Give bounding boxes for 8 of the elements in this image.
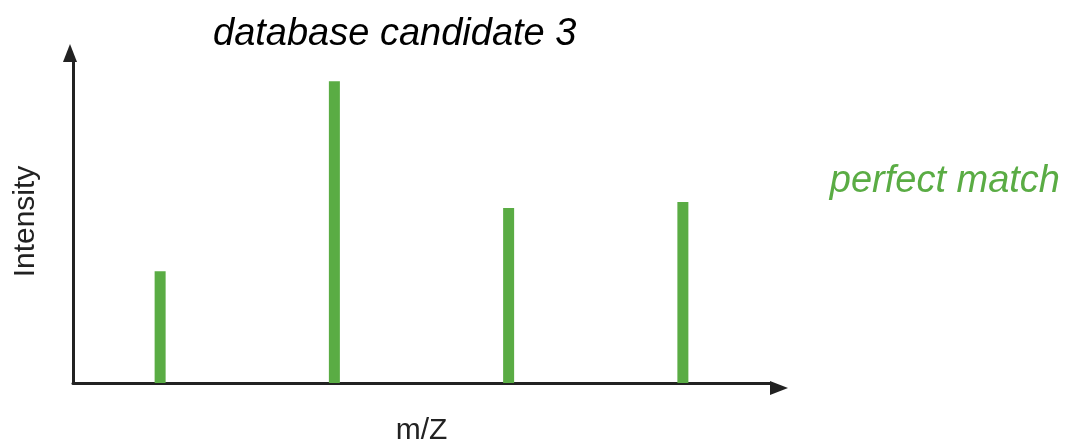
bar: [154, 271, 166, 383]
y-axis-title: Intensity: [6, 165, 40, 278]
x-axis-title: m/Z: [395, 411, 448, 445]
bar: [503, 207, 515, 383]
bar: [677, 201, 689, 383]
chart-title: database candidate 3: [213, 11, 577, 53]
text: perfect match: [828, 158, 1061, 200]
bar: [328, 81, 340, 383]
